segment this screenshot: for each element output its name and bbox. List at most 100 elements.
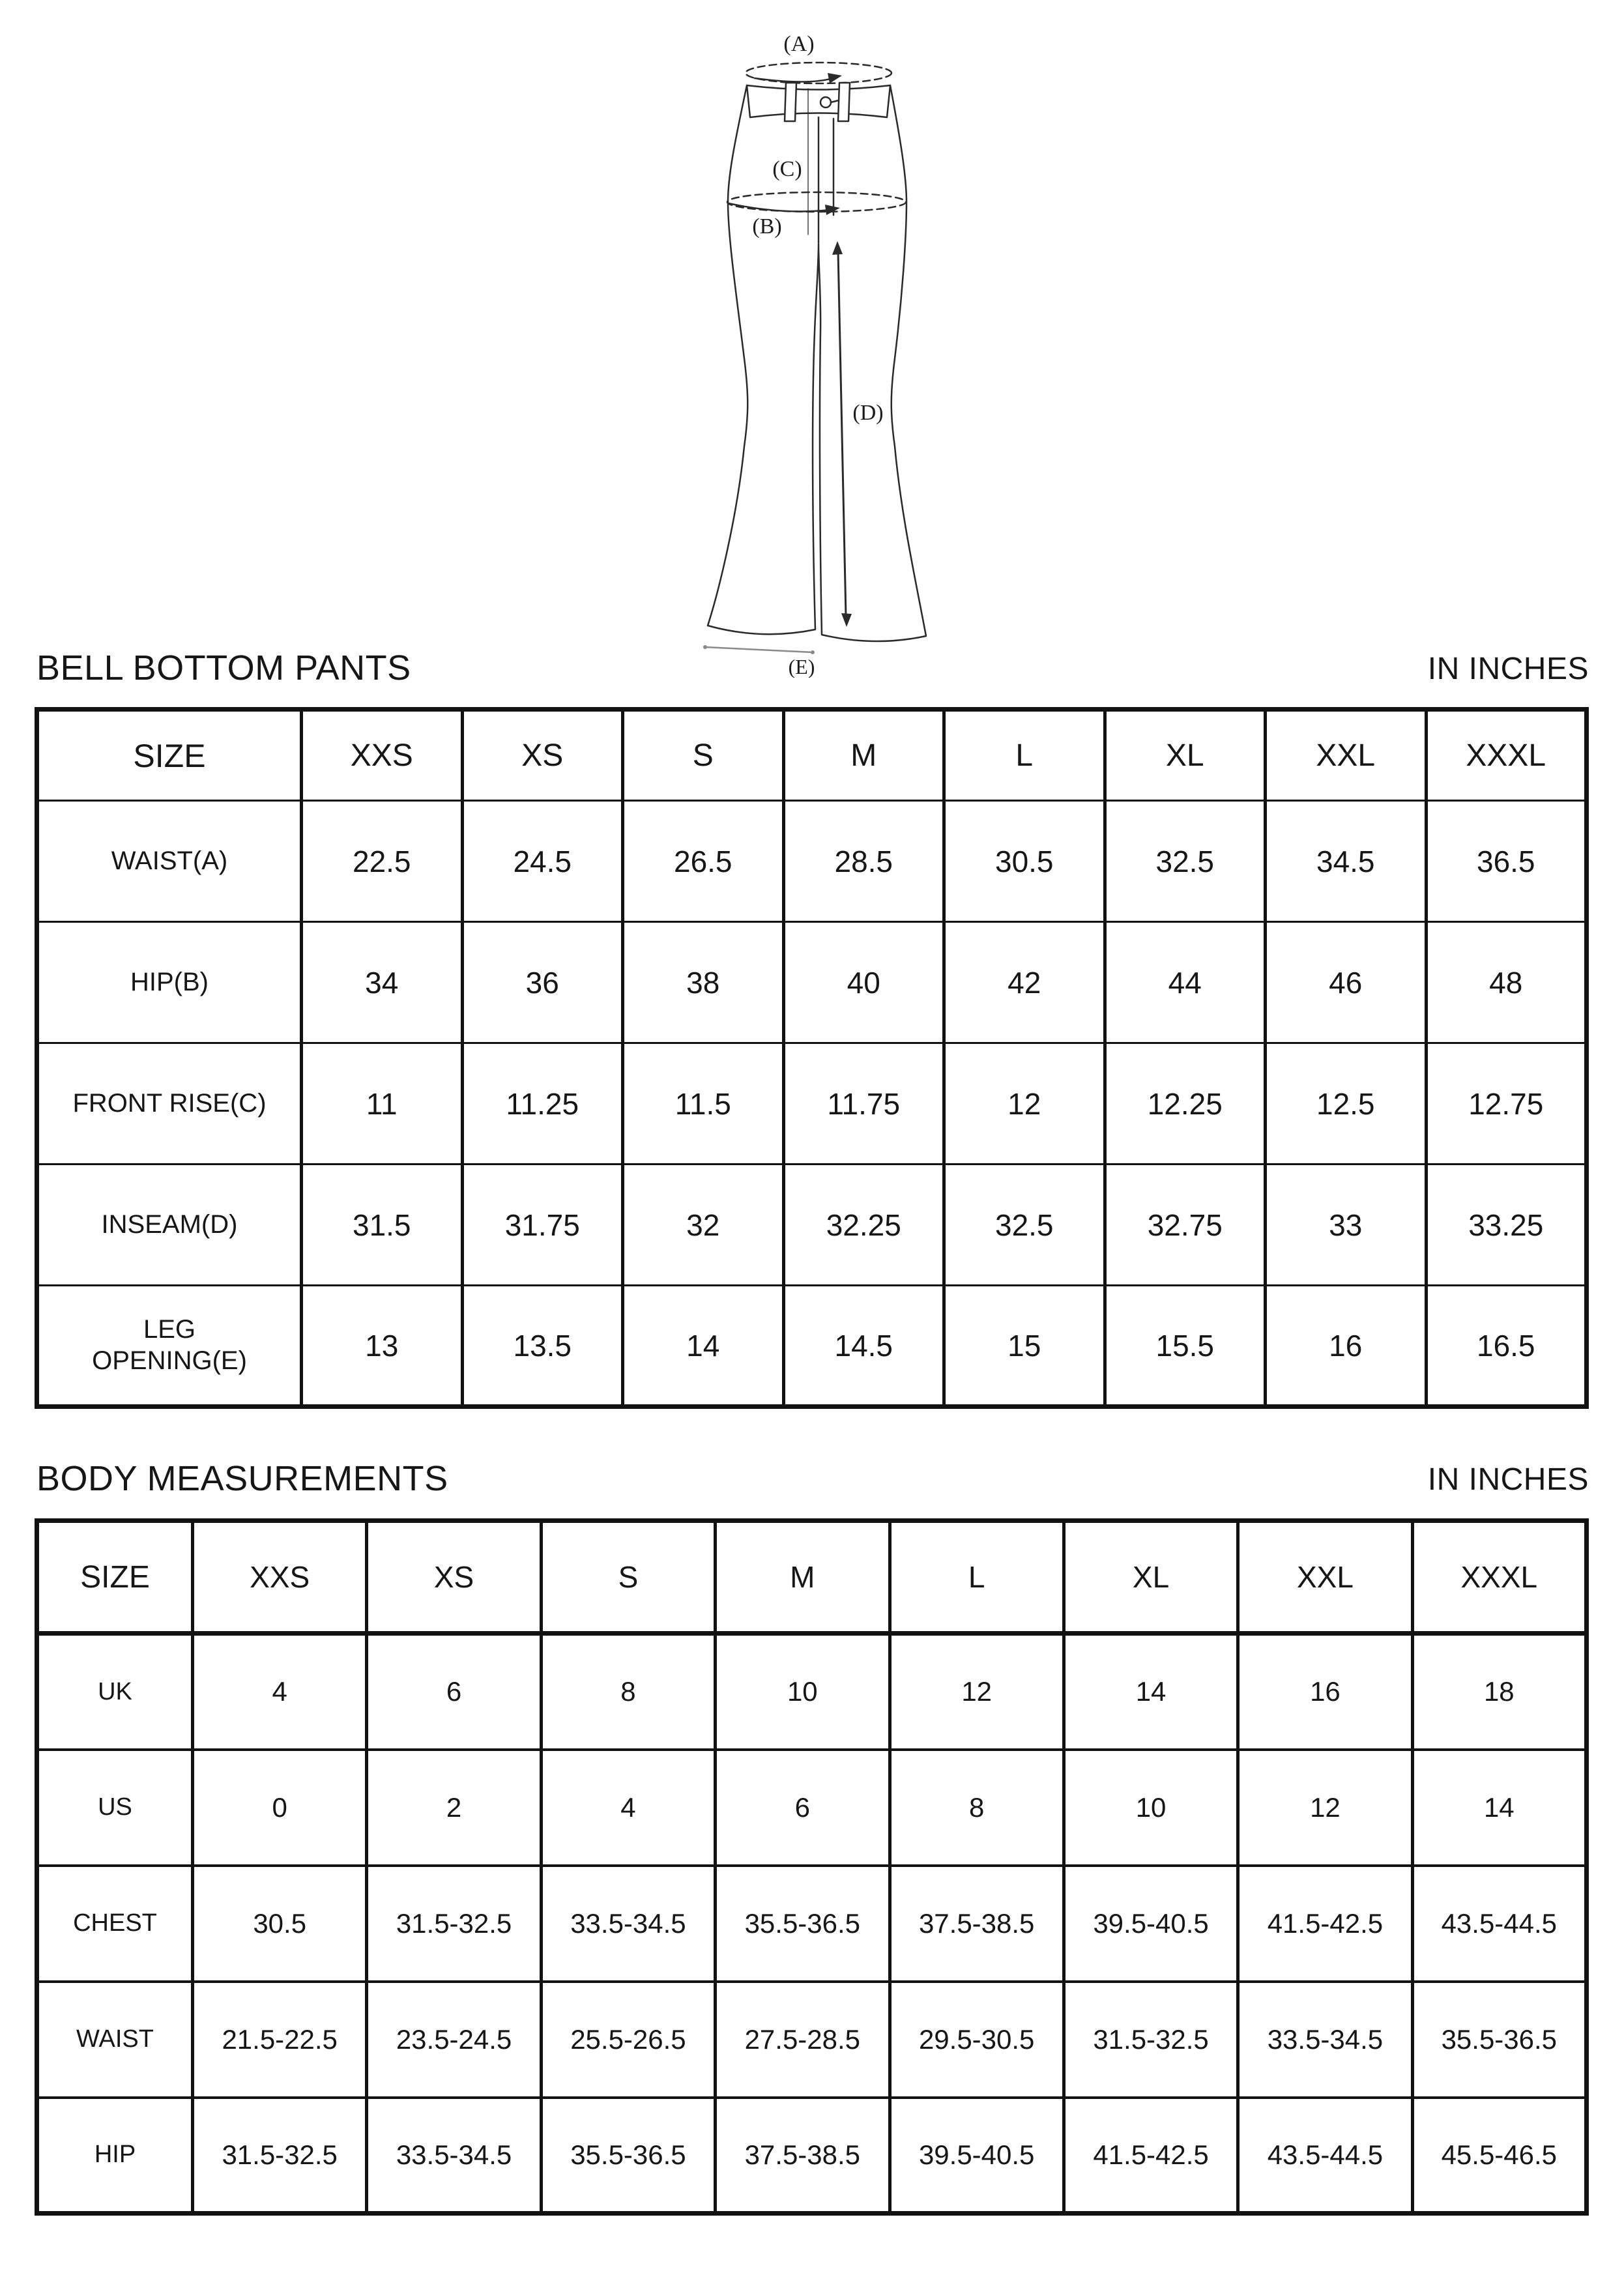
inseam-arrow-line [837,250,847,618]
value-cell: 27.5-28.5 [714,1980,892,2099]
value-cell: 12 [942,1042,1107,1165]
value-cell: 0 [190,1748,369,1867]
value-cell: 26.5 [621,800,785,923]
value-cell: 39.5-40.5 [1062,1864,1240,1983]
value-cell-text: 46 [1329,965,1363,1000]
table-row: INSEAM(D) 31.5 31.75 32 32.25 32.5 32.75 33 33.2… [35,1163,1588,1286]
label-leg-opening-e: (E) [789,655,815,678]
size-column-header: XXL [1264,708,1428,802]
table-row: WAIST 21.5-22.5 23.5-24.5 25.5-26.5 27.5-28.… [35,1980,1589,2099]
value-cell-text: 43.5-44.5 [1267,2139,1384,2170]
size-column-header-text: XXL [1296,1560,1354,1594]
size-column-header: XXS [190,1519,369,1636]
value-cell-text: 16 [1310,1676,1341,1707]
row-label-cell-text: WAIST(A) [111,846,228,875]
row-label-cell-text: UK [98,1677,132,1705]
row-label-cell-text: WAIST [76,2025,154,2053]
size-header-cell: SIZE [35,708,303,802]
size-column-header: L [942,708,1107,802]
bell-bottom-pants-table: SIZE XXS XS S M L XL XXL XXXL WAIST(A) 22.5 24.5 26.… [35,707,1589,1409]
value-cell-text: 2 [446,1791,462,1823]
value-cell: 11.75 [781,1042,946,1165]
value-cell-text: 42 [1008,965,1041,1000]
value-cell-text: 48 [1489,965,1523,1000]
waist-measure-ellipse [744,61,893,85]
value-cell: 36.5 [1424,800,1588,923]
value-cell: 38 [621,921,785,1044]
value-cell-text: 12 [1008,1086,1041,1121]
row-label-cell: INSEAM(D) [35,1163,303,1286]
row-label-cell-text: HIP [94,2141,136,2169]
size-column-header-text: XXXL [1460,1560,1538,1594]
value-cell-text: 11.75 [827,1086,901,1121]
value-cell: 33.25 [1424,1163,1588,1286]
value-cell-text: 39.5-40.5 [918,2139,1035,2170]
value-cell: 44 [1103,921,1267,1044]
value-cell: 14 [1062,1632,1240,1751]
value-cell: 11 [300,1042,464,1165]
value-cell-text: 13.5 [513,1328,572,1363]
value-cell-text: 39.5-40.5 [1093,1907,1209,1939]
value-cell-text: 44 [1168,965,1202,1000]
value-cell: 16 [1264,1284,1428,1408]
size-column-header: XS [460,708,624,802]
size-column-header: XL [1103,708,1267,802]
waist-measure-arrow [753,77,834,83]
value-cell: 22.5 [300,800,464,923]
value-cell: 25.5-26.5 [539,1980,718,2099]
value-cell: 45.5-46.5 [1410,2096,1589,2215]
value-cell: 24.5 [460,800,624,923]
value-cell: 15.5 [1103,1284,1267,1408]
value-cell-text: 33 [1329,1208,1363,1242]
value-cell: 23.5-24.5 [365,1980,543,2099]
value-cell-text: 28.5 [834,844,893,878]
value-cell: 39.5-40.5 [888,2096,1066,2215]
value-cell: 32.75 [1103,1163,1267,1286]
value-cell: 29.5-30.5 [888,1980,1066,2099]
leg-opening-line [704,646,814,654]
value-cell: 37.5-38.5 [888,1864,1066,1983]
value-cell-text: 12.5 [1316,1086,1375,1121]
table-row: HIP(B) 34 36 38 40 42 44 46 48 [35,921,1588,1044]
value-cell: 12 [1236,1748,1414,1867]
size-header-cell-text: SIZE [80,1559,150,1595]
size-column-header: S [621,708,785,802]
value-cell-text: 16.5 [1476,1328,1535,1363]
value-cell-text: 24.5 [513,844,572,878]
row-label-cell-text: FRONT RISE(C) [72,1088,267,1118]
value-cell-text: 4 [272,1676,287,1707]
value-cell-text: 12.75 [1468,1086,1544,1121]
value-cell: 14.5 [781,1284,946,1408]
size-header-cell-text: SIZE [133,737,206,774]
size-header-row: SIZE XXS XS S M L XL XXL XXXL [35,1519,1589,1636]
value-cell: 10 [1062,1748,1240,1867]
value-cell: 31.5 [300,1163,464,1286]
table-row: CHEST 30.5 31.5-32.5 33.5-34.5 35.5-36.5 37.5… [35,1864,1589,1983]
value-cell: 40 [781,921,946,1044]
size-column-header: XXXL [1410,1519,1589,1636]
leg-opening-tick-right [811,650,815,654]
belt-loop-right [837,81,851,123]
value-cell: 31.75 [460,1163,624,1286]
value-cell: 34.5 [1264,800,1428,923]
size-column-header-text: XXS [250,1560,310,1594]
value-cell-text: 32.25 [826,1208,901,1242]
value-cell-text: 11.5 [674,1086,731,1121]
value-cell: 33.5-34.5 [365,2096,543,2215]
value-cell-text: 33.5-34.5 [1267,2023,1384,2055]
value-cell-text: 11.25 [506,1086,579,1121]
value-cell-text: 22.5 [352,844,411,878]
section2-header: BODY MEASUREMENTS IN INCHES [36,1460,1589,1497]
size-header-row: SIZE XXS XS S M L XL XXL XXXL [35,708,1588,802]
row-label-cell: WAIST(A) [35,800,303,923]
size-column-header: XS [365,1519,543,1636]
value-cell-text: 36.5 [1476,844,1535,878]
section1-header: BELL BOTTOM PANTS IN INCHES [36,649,1589,687]
size-column-header: M [781,708,946,802]
value-cell: 11.5 [621,1042,785,1165]
size-column-header: S [539,1519,718,1636]
value-cell: 4 [190,1632,369,1751]
row-label-cell: LEG OPENING(E) [35,1284,303,1408]
size-column-header: L [888,1519,1066,1636]
value-cell-text: 32 [686,1208,720,1242]
